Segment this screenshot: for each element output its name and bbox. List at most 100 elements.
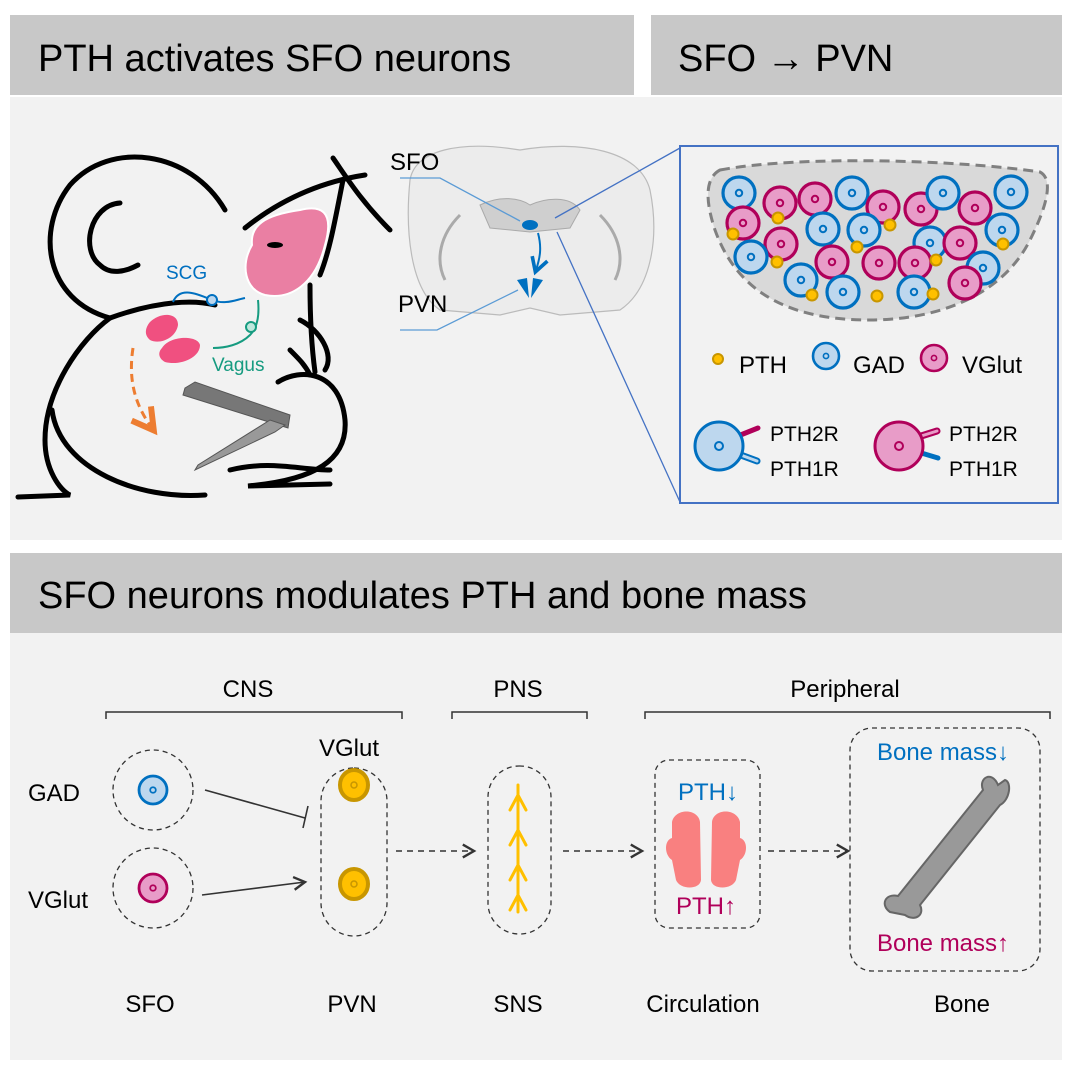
vglut-neuron — [763, 226, 799, 262]
bottom-panel — [10, 633, 1062, 1060]
title-bottom: SFO neurons modulates PTH and bone mass — [38, 575, 807, 617]
gad-neuron — [925, 175, 961, 211]
inhibition-bar — [302, 805, 309, 829]
vglut-neuron — [942, 225, 978, 261]
vglut-neuron — [861, 245, 897, 281]
pvn-pointer-line — [400, 289, 519, 331]
vglut-neuron — [897, 245, 933, 281]
bone-mass-up-label: Bone mass↑ — [877, 930, 1009, 957]
sfo-label: SFO — [390, 149, 439, 176]
title-sfo-pvn: SFO → PVN — [678, 38, 893, 80]
legend-pth: PTH — [739, 352, 787, 379]
sfo-gad-group — [112, 749, 194, 831]
gad-pth2r-label: PTH2R — [770, 423, 839, 446]
vagus-neuron-icon — [245, 321, 257, 333]
sympathetic-nerve-icon — [508, 783, 528, 914]
title-pth-activates: PTH activates SFO neurons — [38, 38, 511, 80]
stage-sfo: SFO — [125, 991, 174, 1018]
pvn-neuron-icon — [338, 768, 370, 901]
vglut-receptor-cell-icon — [873, 420, 941, 472]
circulation-group — [654, 759, 761, 929]
inhibition-line — [204, 789, 306, 819]
vglut-pth1r-label: PTH1R — [949, 458, 1018, 481]
pth-particle — [771, 211, 785, 225]
stage-bone: Bone — [934, 991, 990, 1018]
gad-receptor-cell-icon — [693, 420, 761, 472]
gad-neuron-icon — [137, 774, 169, 806]
gad-neuron — [834, 175, 870, 211]
gad-label: GAD — [28, 780, 80, 807]
excitation-arrow — [201, 875, 308, 896]
scg-label: SCG — [166, 263, 207, 284]
bone-mass-down-label: Bone mass↓ — [877, 739, 1009, 766]
vagus-label: Vagus — [212, 355, 264, 376]
pth-particle — [926, 287, 940, 301]
orange-dashed-arrow — [129, 347, 152, 428]
brain-section — [407, 145, 655, 316]
pvn-label: PVN — [398, 291, 447, 318]
header-left — [10, 15, 634, 95]
legend-gad: GAD — [853, 352, 905, 379]
bracket-peripheral — [644, 711, 1051, 719]
group-pns: PNS — [493, 676, 542, 703]
pth-up-label: PTH↑ — [676, 893, 736, 920]
vagus-nerve — [212, 299, 260, 349]
pth-down-label: PTH↓ — [678, 779, 738, 806]
sfo-cells — [721, 174, 1029, 310]
mouse-illustration — [15, 154, 393, 500]
vglut-neuron — [865, 189, 901, 225]
bone-icon — [883, 775, 1011, 919]
gad-neuron — [896, 274, 932, 310]
vglut-neuron — [814, 244, 850, 280]
sfo-to-pvn-arrow — [530, 232, 549, 276]
sfo-region — [522, 220, 538, 230]
gad-neuron — [733, 239, 769, 275]
vglut-legend-icon — [919, 343, 949, 373]
sns-group — [487, 765, 552, 935]
gad-neuron — [805, 211, 841, 247]
vglut-legend-cell — [919, 343, 949, 373]
gad-neuron — [825, 274, 861, 310]
mouse-brain — [244, 207, 330, 297]
gad-neuron — [721, 175, 757, 211]
pth-particle — [883, 218, 897, 232]
bone-group — [849, 727, 1041, 972]
vglut-neuron — [797, 181, 833, 217]
sfo-pointer-line — [400, 177, 521, 222]
stage-sns: SNS — [493, 991, 542, 1018]
gad-legend-cell — [811, 341, 841, 371]
group-peripheral: Peripheral — [790, 676, 899, 703]
bracket-cns — [105, 711, 403, 719]
vglut-pth2r-label: PTH2R — [949, 423, 1018, 446]
pth-legend-icon — [712, 353, 724, 365]
scg-neuron-icon — [206, 294, 218, 306]
pth-particle — [726, 227, 740, 241]
bone-illustration — [182, 381, 291, 472]
inset-line-top — [554, 147, 681, 219]
pth-particle — [805, 288, 819, 302]
bracket-pns — [451, 711, 588, 719]
group-cns: CNS — [223, 676, 274, 703]
stage-pvn: PVN — [327, 991, 376, 1018]
pth-particle — [996, 237, 1010, 251]
sfo-vglut-cell — [137, 872, 169, 904]
pvn-region — [517, 278, 543, 298]
sfo-gad-cell — [137, 774, 169, 806]
vglut-neuron — [947, 265, 983, 301]
stage-circulation: Circulation — [646, 991, 759, 1018]
thyroid-icon — [145, 314, 200, 364]
gad-neuron — [846, 212, 882, 248]
inset-line-bottom — [556, 231, 681, 503]
gad-pth1r-label: PTH1R — [770, 458, 839, 481]
pth-particle — [870, 289, 884, 303]
pth-particle — [850, 240, 864, 254]
pvn-vglut-label: VGlut — [319, 735, 379, 762]
pth-particle — [770, 255, 784, 269]
gad-neuron — [993, 174, 1029, 210]
sfo-vglut-group — [112, 847, 194, 929]
header-bottom — [10, 553, 1062, 633]
legend-vglut: VGlut — [962, 352, 1022, 379]
pth-particle — [929, 253, 943, 267]
parathyroid-icon — [666, 811, 746, 888]
